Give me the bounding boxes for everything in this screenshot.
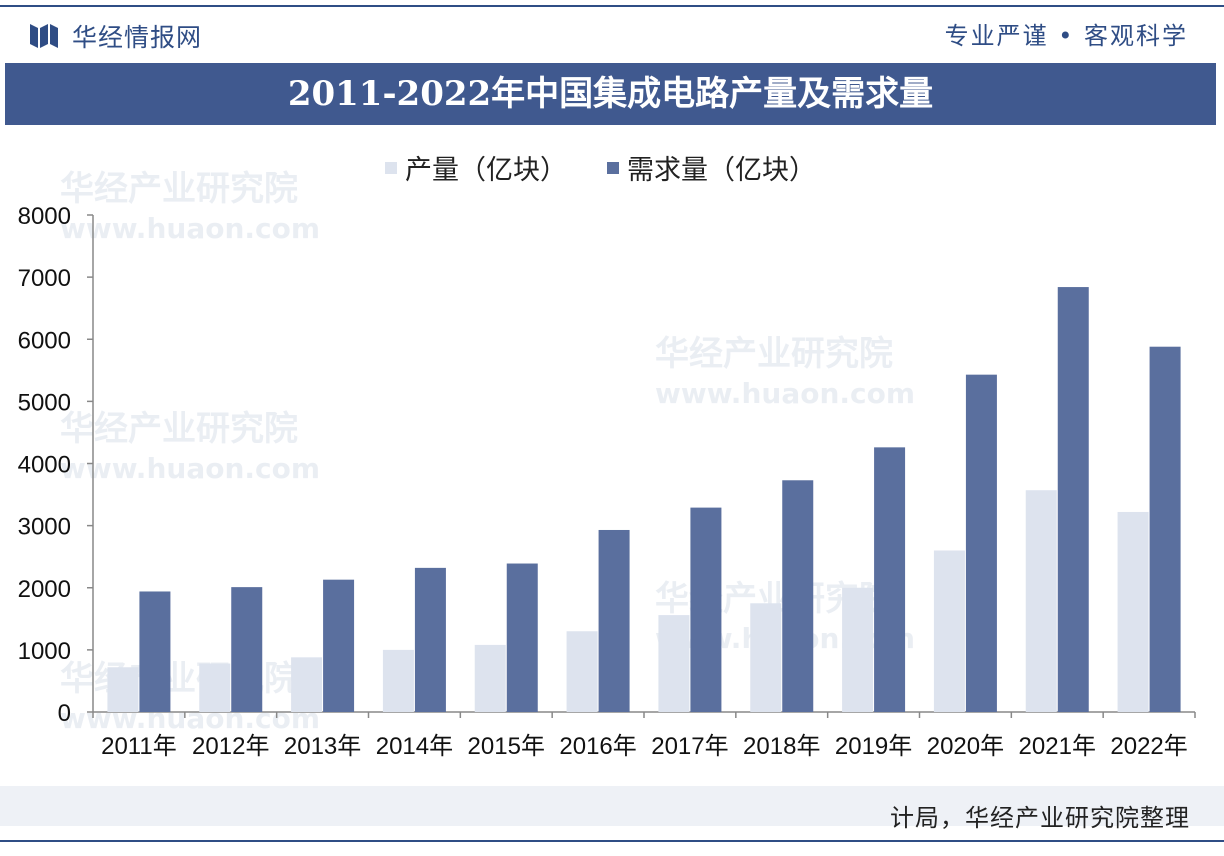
watermark-text: 华经产业研究院	[655, 334, 893, 374]
bar-production	[107, 667, 139, 712]
legend-item-demand: 需求量（亿块）	[607, 148, 816, 187]
bar-demand	[1057, 287, 1089, 712]
bottom-rule	[0, 840, 1224, 842]
chart-title: 2011-2022年中国集成电路产量及需求量	[5, 63, 1216, 125]
y-tick-label: 6000	[18, 327, 71, 354]
watermark-text: 华经产业研究院	[60, 169, 298, 209]
x-tick-label: 2013年	[284, 733, 361, 760]
bar-demand	[874, 447, 906, 712]
y-tick-label: 3000	[18, 514, 71, 541]
bar-production	[382, 649, 414, 712]
bar-demand	[1149, 346, 1181, 712]
watermark-url: www.huaon.com	[60, 702, 320, 735]
bar-production	[658, 615, 690, 712]
y-tick-label: 5000	[18, 389, 71, 416]
x-tick-label: 2011年	[101, 733, 177, 760]
bar-production	[933, 550, 965, 712]
brand-name: 华经情报网	[72, 23, 203, 52]
x-tick-label: 2022年	[1110, 733, 1187, 760]
x-tick-label: 2019年	[835, 733, 912, 760]
bar-demand	[506, 563, 538, 712]
legend-item-production: 产量（亿块）	[385, 148, 567, 187]
source-note: 计局，华经产业研究院整理	[890, 804, 1190, 832]
watermark-url: www.huaon.com	[60, 212, 320, 245]
x-tick-label: 2016年	[559, 733, 636, 760]
legend-label-demand: 需求量（亿块）	[627, 155, 816, 186]
bar-demand	[139, 591, 171, 712]
legend-label-production: 产量（亿块）	[405, 155, 567, 186]
slogan: 专业严谨 • 客观科学	[944, 22, 1188, 50]
y-tick-label: 2000	[18, 576, 71, 603]
bar-production	[1025, 490, 1057, 712]
x-tick-label: 2021年	[1019, 733, 1096, 760]
y-tick-label: 0	[58, 700, 71, 727]
x-tick-label: 2018年	[743, 733, 820, 760]
y-tick-label: 7000	[18, 265, 71, 292]
bar-demand	[323, 579, 355, 712]
bar-production	[842, 587, 874, 712]
legend-swatch-production	[385, 161, 397, 174]
watermark-url: www.huaon.com	[60, 452, 320, 485]
bar-demand	[414, 567, 446, 712]
watermark-text: 华经产业研究院	[60, 409, 298, 449]
x-tick-label: 2017年	[651, 733, 728, 760]
bar-production	[750, 603, 782, 712]
x-tick-label: 2020年	[927, 733, 1004, 760]
bar-demand	[598, 529, 630, 712]
bar-production	[1117, 511, 1149, 712]
legend-swatch-demand	[607, 161, 619, 174]
top-rule	[0, 5, 1224, 7]
x-tick-label: 2015年	[468, 733, 545, 760]
footer-band	[0, 786, 1224, 826]
bar-production	[474, 644, 506, 712]
watermark-text: 华经产业研究院	[60, 659, 298, 699]
legend: 产量（亿块） 需求量（亿块）	[385, 148, 816, 187]
huajing-logo-icon	[30, 24, 58, 48]
x-tick-label: 2014年	[376, 733, 453, 760]
bar-demand	[782, 480, 814, 712]
y-tick-label: 8000	[18, 203, 71, 230]
bar-production	[566, 631, 598, 712]
x-tick-label: 2012年	[192, 733, 269, 760]
brand: 华经情报网	[28, 18, 202, 54]
bar-demand	[965, 374, 997, 712]
bar-demand	[231, 587, 263, 712]
bar-production	[199, 663, 231, 712]
y-tick-label: 1000	[18, 638, 71, 665]
bar-demand	[690, 507, 722, 712]
y-tick-label: 4000	[18, 452, 71, 479]
watermark-url: www.huaon.com	[655, 377, 915, 410]
bar-production	[291, 657, 323, 712]
